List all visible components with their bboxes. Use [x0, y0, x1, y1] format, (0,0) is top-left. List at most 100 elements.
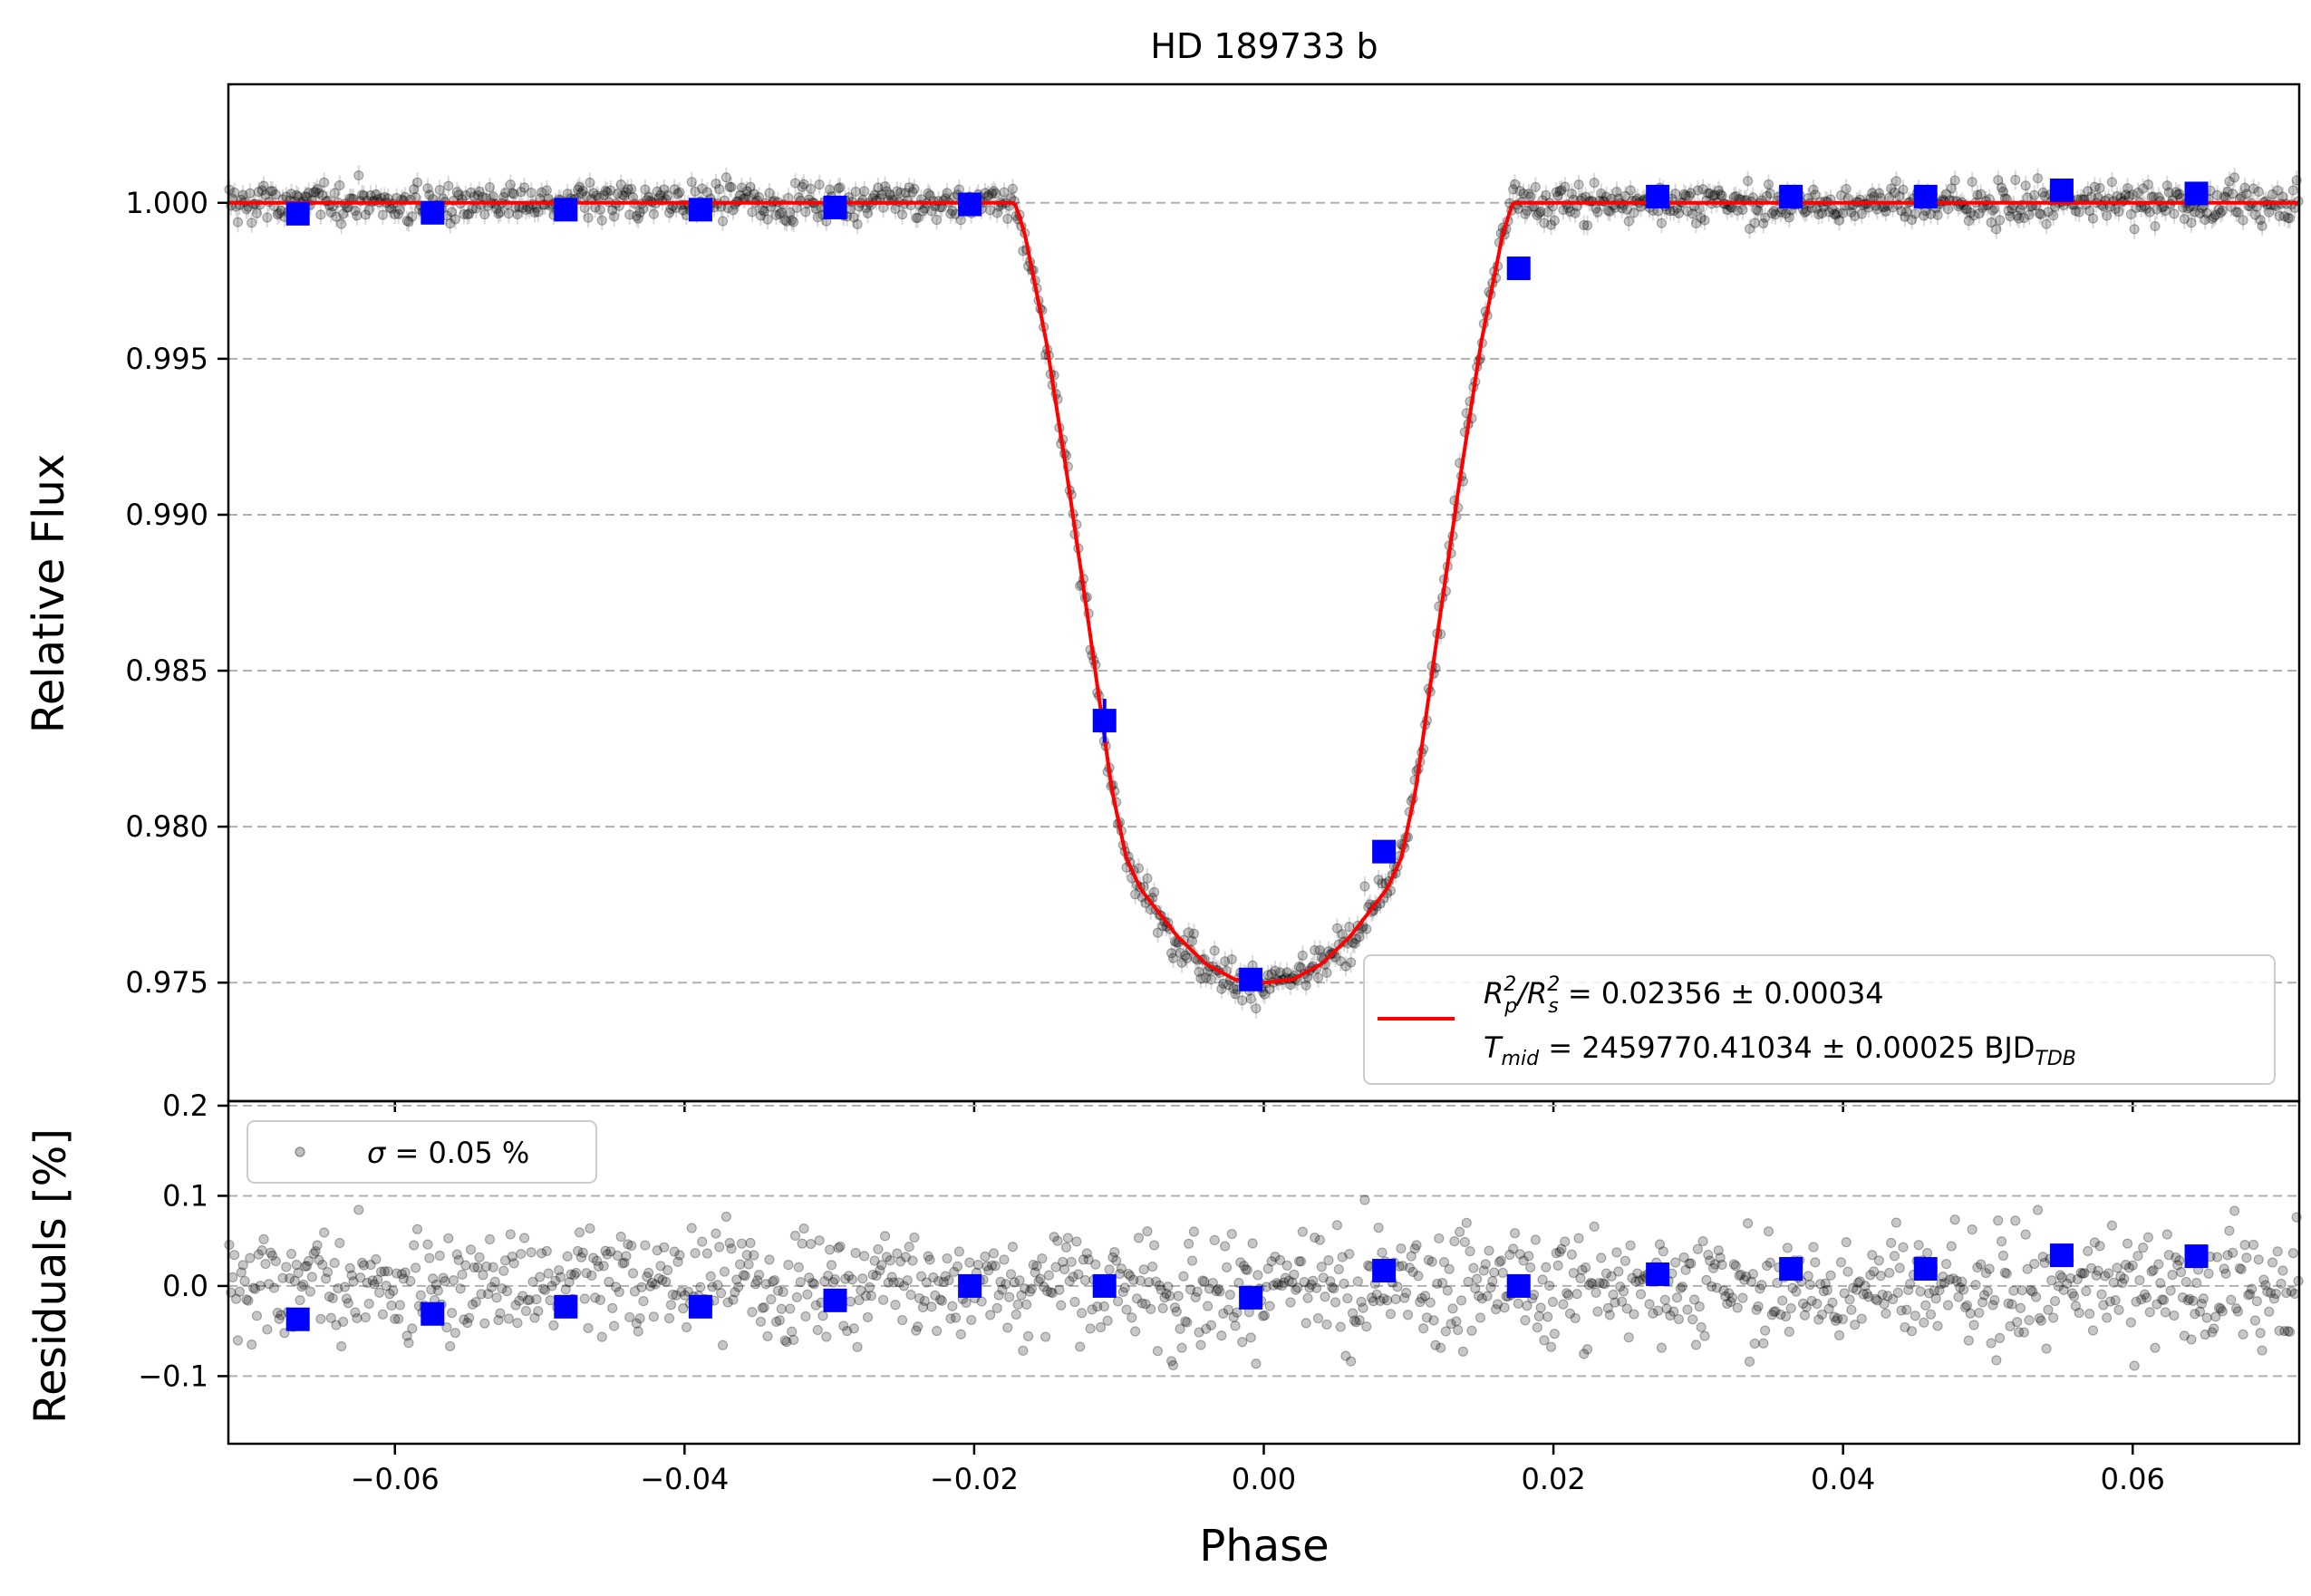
residual-point [814, 1235, 825, 1246]
residual-point [1542, 1311, 1553, 1322]
residual-point [1221, 1262, 1233, 1273]
transit-point [879, 181, 891, 192]
residual-point [1278, 1277, 1289, 1288]
residual-point [2144, 1307, 2155, 1318]
transit-point [2112, 190, 2122, 202]
transit-point [623, 184, 633, 195]
transit-point [1850, 210, 1861, 221]
residual-point [2279, 1326, 2290, 1337]
residual-point [1894, 1262, 1905, 1273]
residual-point [999, 1254, 1010, 1265]
transit-point [581, 191, 592, 202]
transit-point [2279, 211, 2290, 222]
residual-point [537, 1283, 549, 1294]
residual-point [1813, 1314, 1824, 1325]
transit-point [1205, 974, 1217, 985]
residual-point [432, 1285, 443, 1296]
transit-point [1972, 189, 1983, 200]
residual-point [1972, 1262, 1983, 1273]
residual-point [2236, 1263, 2247, 1275]
residual-point [1881, 1308, 1891, 1319]
transit-point [2089, 181, 2100, 192]
residual-point [277, 1272, 288, 1283]
transit-point [2048, 210, 2059, 221]
transit-point [503, 208, 515, 219]
transit-point [895, 187, 906, 198]
residual-point [1732, 1302, 1743, 1313]
residual-point [2174, 1255, 2185, 1266]
transit-point [1373, 875, 1384, 885]
transit-point [2217, 205, 2228, 217]
residual-point [1314, 1234, 1325, 1245]
residual-point [1513, 1298, 1523, 1309]
residual-point [1713, 1245, 1724, 1256]
residual-point [1986, 1338, 1997, 1349]
residual-point [1653, 1305, 1664, 1316]
residual-point [1161, 1288, 1172, 1300]
residual-point [1910, 1311, 1920, 1321]
residual-point [1936, 1279, 1947, 1290]
residual-point [1459, 1236, 1470, 1248]
residual-point [1707, 1281, 1717, 1292]
residual-point [1715, 1253, 1726, 1263]
residual-point [493, 1314, 504, 1326]
residual-point [241, 1294, 252, 1305]
transit-point [325, 207, 336, 218]
transit-point [2018, 212, 2029, 224]
transit-point [303, 188, 314, 198]
transit-point [1629, 208, 1639, 218]
transit-point [1264, 983, 1275, 994]
residual-point [1934, 1285, 1945, 1296]
transit-ytick-label: 1.000 [125, 186, 208, 220]
transit-point [1335, 955, 1346, 967]
transit-ytick-label: 0.990 [125, 498, 208, 532]
transit-point [2274, 210, 2285, 221]
transit-point [1831, 209, 1842, 220]
residual-point [653, 1272, 664, 1284]
residual-point [1043, 1270, 1055, 1281]
residual-point [555, 1272, 566, 1282]
residual-point [1707, 1262, 1719, 1273]
transit-point [266, 186, 278, 197]
residual-point [2016, 1285, 2027, 1296]
residual-point [1831, 1315, 1842, 1326]
residual-point [911, 1325, 922, 1336]
transit-point [1337, 929, 1348, 940]
residual-point [1775, 1309, 1786, 1320]
residual-point [2247, 1283, 2258, 1294]
residual-point [1518, 1255, 1529, 1266]
residual-point [2079, 1268, 2090, 1279]
residual-point [1799, 1310, 1811, 1320]
residual-point [883, 1277, 894, 1288]
transit-point [917, 206, 929, 217]
residual-point [1333, 1263, 1344, 1275]
transit-point [1625, 185, 1636, 196]
residual-point [339, 1282, 351, 1292]
transit-point [451, 187, 462, 198]
residual-point [2024, 1315, 2035, 1326]
residual-point [1216, 1330, 1227, 1341]
residual-point [2035, 1315, 2046, 1326]
transit-point [1152, 927, 1163, 938]
residual-point [2283, 1326, 2294, 1337]
transit-point [913, 212, 923, 224]
residual-point [2182, 1295, 2193, 1306]
residual-point [518, 1233, 530, 1243]
residual-point [1570, 1312, 1581, 1324]
residual-point [1104, 1264, 1115, 1275]
residual-point [374, 1287, 385, 1298]
residual-point [1720, 1291, 1731, 1301]
transit-point [1270, 965, 1281, 976]
residual-point [894, 1277, 904, 1288]
residual-point [1709, 1259, 1721, 1270]
residual-point [724, 1237, 735, 1249]
residual-point [336, 1340, 347, 1352]
residual-point [913, 1321, 923, 1332]
residual-point [344, 1262, 355, 1273]
residual-point [634, 1313, 645, 1324]
residual-point [617, 1258, 628, 1269]
transit-point [1813, 208, 1824, 220]
transit-point [1259, 989, 1271, 1000]
residual-point [377, 1309, 389, 1320]
transit-point [947, 206, 958, 217]
